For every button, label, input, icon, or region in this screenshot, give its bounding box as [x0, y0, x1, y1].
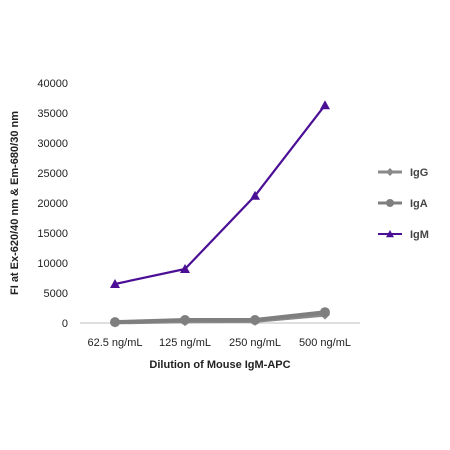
x-tick-label: 62.5 ng/mL	[87, 337, 142, 349]
x-axis-ticks: 62.5 ng/mL 125 ng/mL 250 ng/mL 500 ng/mL	[87, 337, 351, 349]
series-line-iga	[113, 310, 327, 325]
data-point-igm	[320, 100, 330, 110]
data-point-iga	[250, 315, 260, 325]
x-tick-label: 125 ng/mL	[159, 337, 211, 349]
legend-item-igg: IgG	[378, 167, 428, 179]
y-tick-label: 10000	[37, 258, 68, 270]
y-tick-label: 40000	[37, 78, 68, 90]
legend-marker-icon	[386, 168, 394, 176]
series-layer	[110, 100, 330, 328]
x-tick-label: 500 ng/mL	[299, 337, 351, 349]
legend: IgG IgA IgM	[378, 167, 429, 241]
data-point-iga	[320, 307, 330, 318]
y-tick-label: 30000	[37, 138, 68, 150]
legend-marker-icon	[386, 230, 394, 238]
data-point-iga	[110, 317, 120, 328]
data-point-igm	[180, 264, 190, 273]
y-tick-label: 15000	[37, 228, 68, 240]
y-tick-label: 5000	[44, 288, 68, 300]
legend-item-igm: IgM	[378, 229, 429, 241]
data-point-igm	[250, 190, 260, 200]
legend-item-iga: IgA	[378, 198, 428, 210]
series-igm	[110, 100, 330, 288]
data-point-igm	[110, 279, 120, 288]
x-axis-title: Dilution of Mouse IgM-APC	[149, 359, 290, 371]
y-tick-label: 35000	[37, 108, 68, 120]
legend-label: IgA	[410, 198, 428, 210]
y-tick-label: 20000	[37, 198, 68, 210]
y-axis-title: FI at Ex-620/40 nm & Em-680/30 nm	[9, 111, 21, 295]
data-point-iga	[180, 315, 190, 325]
legend-label: IgG	[410, 167, 428, 179]
y-axis-ticks: 0 5000 10000 15000 20000 25000 30000 35000 40000	[37, 78, 68, 330]
series-line-igm	[113, 104, 327, 286]
legend-label: IgM	[410, 229, 429, 241]
y-tick-label: 0	[62, 318, 68, 330]
x-tick-label: 250 ng/mL	[229, 337, 281, 349]
legend-marker-icon	[386, 199, 394, 207]
y-tick-label: 25000	[37, 168, 68, 180]
series-iga	[110, 307, 330, 328]
